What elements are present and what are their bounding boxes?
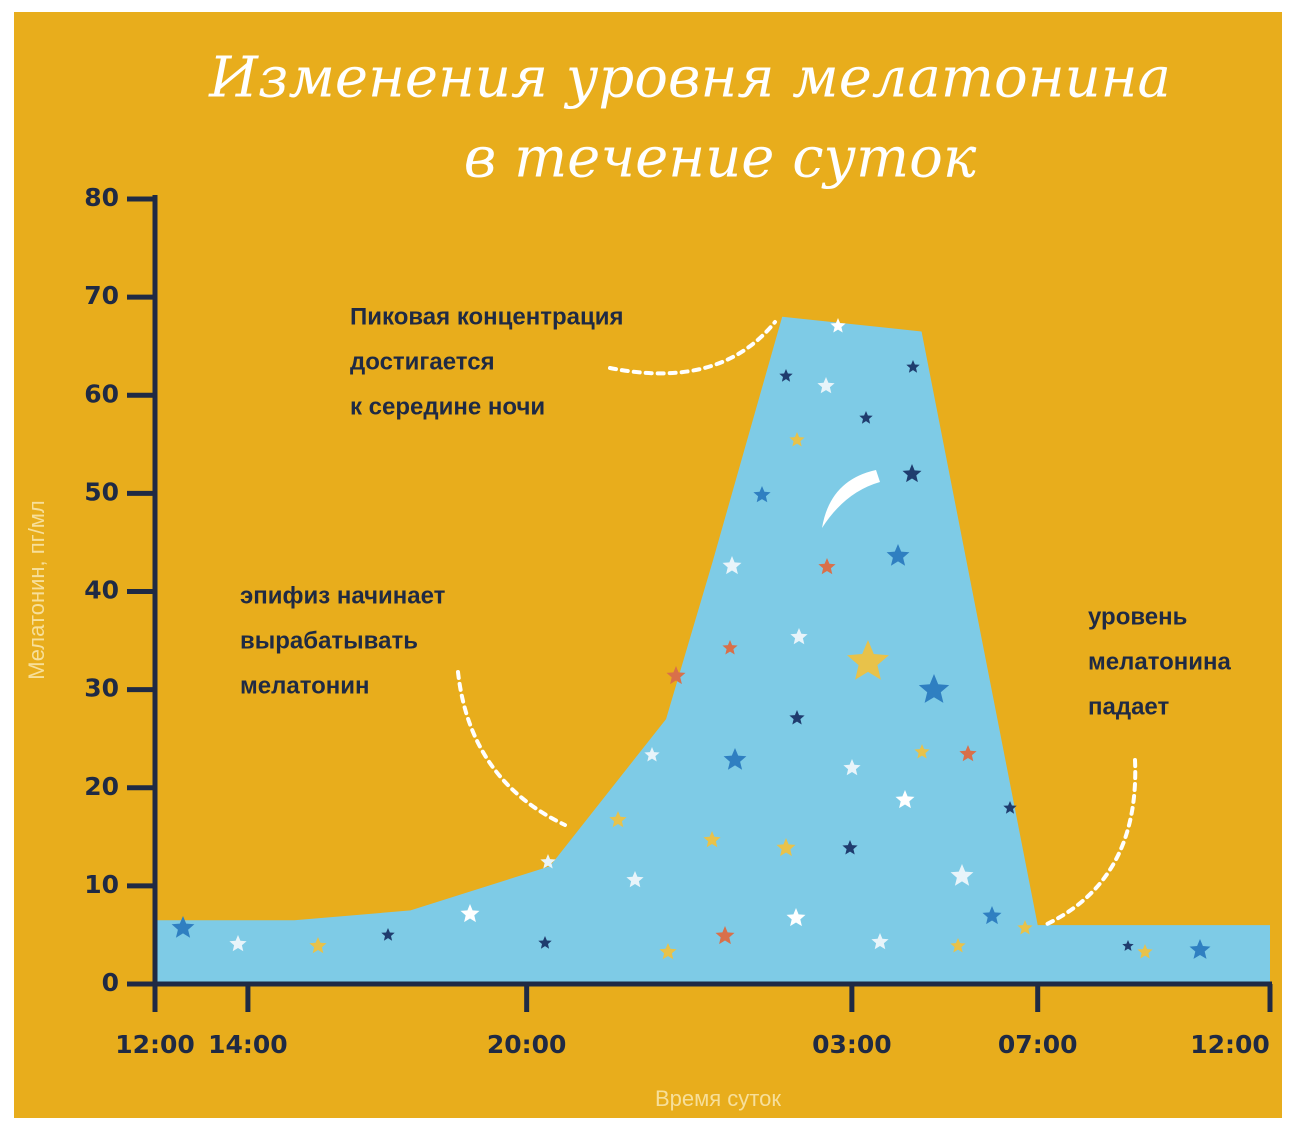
y-tick-label: 50 xyxy=(84,477,119,506)
star xyxy=(753,486,771,503)
star xyxy=(776,838,796,857)
star xyxy=(843,759,861,776)
star xyxy=(659,943,677,960)
star xyxy=(715,926,735,945)
annotation: уровень xyxy=(1088,603,1187,630)
star xyxy=(886,544,910,566)
star xyxy=(789,710,805,725)
y-tick-label: 20 xyxy=(84,772,119,801)
y-tick-label: 80 xyxy=(84,183,119,212)
area xyxy=(155,316,1270,984)
star xyxy=(538,936,552,949)
star xyxy=(1189,939,1211,959)
star xyxy=(914,744,930,759)
star xyxy=(1122,940,1134,951)
star xyxy=(895,790,915,809)
star xyxy=(1017,920,1033,935)
y-tick-label: 0 xyxy=(102,968,119,997)
star xyxy=(460,904,480,923)
annotation-line xyxy=(1043,758,1138,927)
annotation: эпифиз начинает xyxy=(240,582,446,609)
star xyxy=(950,864,974,886)
star xyxy=(918,674,950,703)
star xyxy=(786,908,806,927)
star xyxy=(871,933,889,950)
star xyxy=(847,640,889,680)
y-tick-label: 10 xyxy=(84,870,119,899)
star xyxy=(540,854,556,869)
annotation: Пиковая концентрация xyxy=(350,303,624,330)
y-tick-label: 60 xyxy=(84,379,119,408)
star xyxy=(790,628,808,645)
star xyxy=(779,369,793,382)
y-axis-label: Мелатонин, пг/мл xyxy=(24,500,49,680)
x-axis-label: Время суток xyxy=(655,1086,781,1111)
star xyxy=(818,558,836,575)
x-tick-label: 12:00 xyxy=(1190,1030,1270,1059)
star xyxy=(817,377,835,394)
star xyxy=(703,831,721,848)
star xyxy=(722,640,738,655)
x-tick-label: 12:00 xyxy=(115,1030,195,1059)
chart-title: в течение суток xyxy=(464,126,977,191)
star xyxy=(842,840,858,855)
y-tick-label: 30 xyxy=(84,674,119,703)
x-tick-label: 03:00 xyxy=(812,1030,892,1059)
star xyxy=(722,556,742,575)
x-tick-label: 20:00 xyxy=(487,1030,567,1059)
star xyxy=(626,871,644,888)
star xyxy=(171,916,195,938)
x-tick-label: 14:00 xyxy=(208,1030,288,1059)
annotation: падает xyxy=(1088,693,1169,720)
star xyxy=(830,318,846,333)
star xyxy=(666,666,686,685)
decorations xyxy=(171,318,1211,960)
star xyxy=(902,464,922,483)
y-tick-label: 70 xyxy=(84,281,119,310)
annotation: вырабатывать xyxy=(240,627,418,654)
star xyxy=(723,748,747,770)
y-tick-label: 40 xyxy=(84,576,119,605)
moon xyxy=(822,470,880,528)
chart-title: Изменения уровня мелатонина xyxy=(208,46,1171,111)
star xyxy=(1003,801,1017,814)
star xyxy=(950,938,966,953)
star xyxy=(859,411,873,424)
star xyxy=(959,745,977,762)
star xyxy=(309,937,327,954)
x-tick-label: 07:00 xyxy=(998,1030,1078,1059)
annotation-line xyxy=(456,670,567,827)
star xyxy=(609,811,627,828)
star xyxy=(906,360,920,373)
star xyxy=(644,747,660,762)
annotation: к середине ночи xyxy=(350,393,545,420)
star xyxy=(1137,944,1153,959)
annotation: достигается xyxy=(350,348,495,375)
annotation: мелатонина xyxy=(1088,648,1232,675)
star xyxy=(982,906,1002,925)
star xyxy=(381,928,395,941)
annotation-line xyxy=(608,320,777,376)
annotation: мелатонин xyxy=(240,672,370,699)
star xyxy=(229,935,247,952)
star xyxy=(789,432,805,447)
